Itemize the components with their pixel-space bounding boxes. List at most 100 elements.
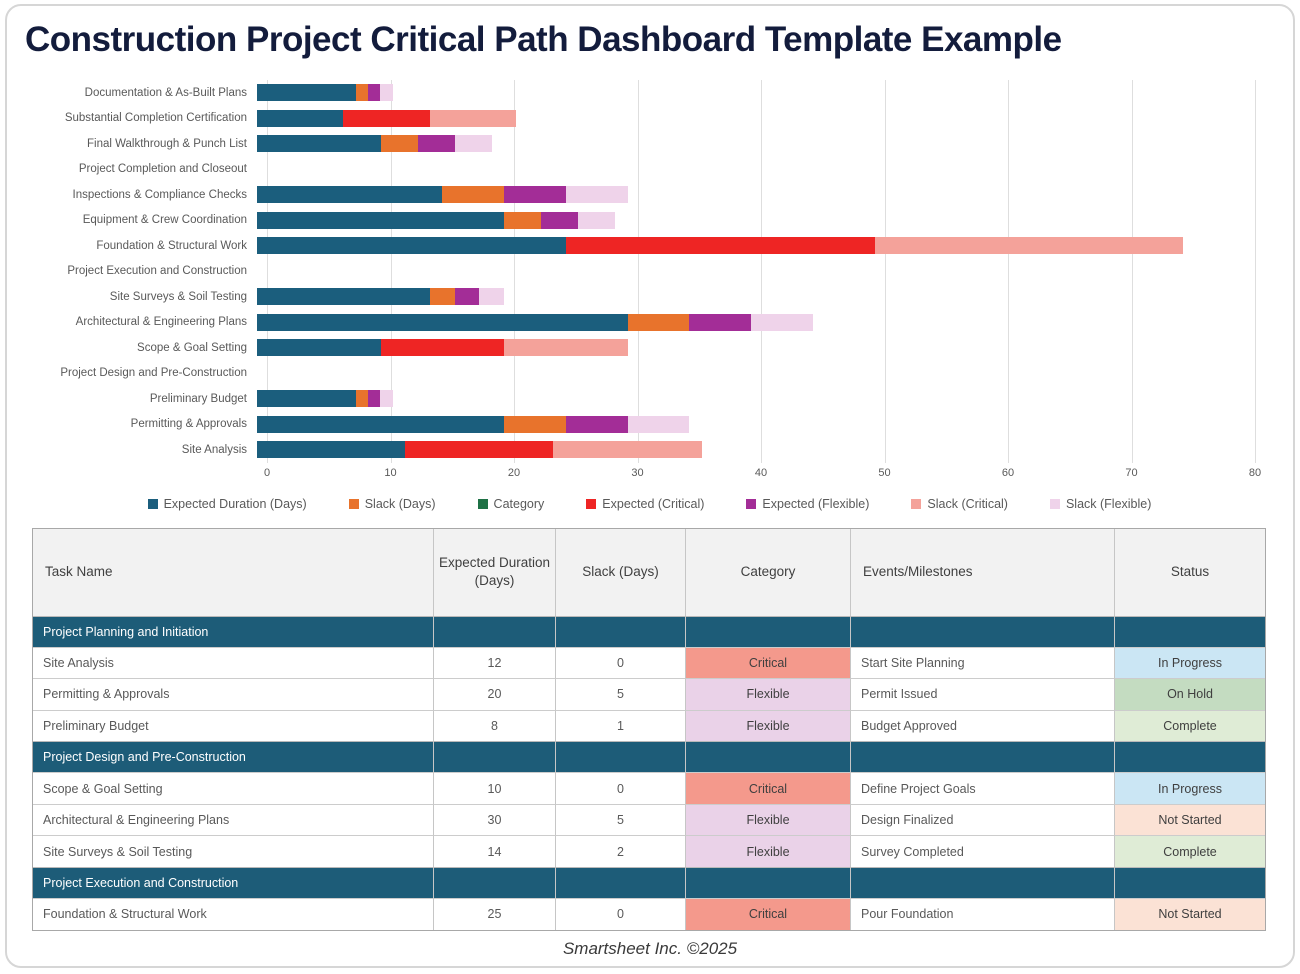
chart-rows: Documentation & As-Built Plans Substantia… bbox=[32, 80, 1267, 463]
bar-segment bbox=[429, 288, 455, 306]
bar-segment bbox=[257, 313, 628, 331]
bar-segment bbox=[627, 415, 690, 433]
chart-plot-area: Documentation & As-Built Plans Substantia… bbox=[32, 80, 1267, 463]
duration-cell: 12 bbox=[434, 646, 556, 679]
chart-row: Scope & Goal Setting bbox=[32, 335, 1267, 361]
bar-segment bbox=[257, 441, 406, 459]
bar-track bbox=[257, 237, 1245, 255]
bar-segment bbox=[257, 211, 504, 229]
bar-segment bbox=[257, 288, 430, 306]
bar-segment bbox=[442, 186, 504, 204]
bar-track bbox=[257, 109, 1245, 127]
status-cell: Complete bbox=[1115, 835, 1265, 868]
task-name-cell: Scope & Goal Setting bbox=[33, 772, 434, 804]
milestone-cell: Budget Approved bbox=[851, 709, 1115, 742]
legend-label: Slack (Flexible) bbox=[1065, 496, 1152, 511]
duration-cell: 14 bbox=[434, 835, 556, 868]
slack-cell: 0 bbox=[556, 646, 686, 679]
slack-cell: 5 bbox=[556, 678, 686, 710]
category-cell: Critical bbox=[686, 646, 851, 679]
status-cell: On Hold bbox=[1115, 678, 1265, 710]
table-section-cell bbox=[686, 741, 851, 773]
bar-segment bbox=[454, 135, 492, 153]
bar-segment bbox=[429, 109, 517, 127]
table-section-cell bbox=[1115, 867, 1265, 899]
table-section-cell bbox=[556, 867, 686, 899]
axis-tick-label: 40 bbox=[754, 466, 768, 479]
bar-segment bbox=[257, 186, 443, 204]
chart-row-label: Documentation & As-Built Plans bbox=[84, 86, 247, 99]
bar-segment bbox=[257, 415, 504, 433]
duration-cell: 25 bbox=[434, 898, 556, 930]
chart-row-label: Project Design and Pre-Construction bbox=[60, 367, 247, 380]
legend-item: Slack (Critical) bbox=[911, 497, 1008, 511]
table-section-cell bbox=[556, 615, 686, 647]
chart-row-label: Inspections & Compliance Checks bbox=[72, 188, 248, 201]
category-cell: Flexible bbox=[686, 678, 851, 710]
legend-label: Expected (Critical) bbox=[602, 496, 705, 511]
chart-row: Architectural & Engineering Plans bbox=[32, 310, 1267, 336]
chart-row: Equipment & Crew Coordination bbox=[32, 208, 1267, 234]
table-row: Site Surveys & Soil Testing 14 2 Flexible Su… bbox=[33, 835, 1265, 868]
bar-segment bbox=[368, 390, 381, 408]
bar-segment bbox=[504, 186, 566, 204]
bar-segment bbox=[565, 237, 875, 255]
chart-row-label: Permitting & Approvals bbox=[130, 418, 247, 431]
table-section-cell bbox=[1115, 615, 1265, 647]
bar-segment bbox=[627, 313, 690, 331]
gridline bbox=[884, 80, 886, 463]
bar-segment bbox=[405, 441, 554, 459]
bar-segment bbox=[874, 237, 1184, 255]
chart-row-label: Preliminary Budget bbox=[149, 392, 247, 405]
table-header-cell: Status bbox=[1170, 563, 1210, 579]
critical-path-chart: Documentation & As-Built Plans Substantia… bbox=[32, 80, 1267, 511]
chart-row: Permitting & Approvals bbox=[32, 412, 1267, 438]
task-name-cell: Foundation & Structural Work bbox=[33, 898, 434, 930]
chart-row: Final Walkthrough & Punch List bbox=[32, 131, 1267, 157]
bar-segment bbox=[504, 339, 628, 357]
bar-segment bbox=[689, 313, 751, 331]
bar-segment bbox=[541, 211, 579, 229]
axis-tick-label: 10 bbox=[384, 466, 397, 479]
table-section-cell bbox=[434, 741, 556, 773]
chart-row-label: Equipment & Crew Coordination bbox=[82, 214, 247, 227]
chart-gridlines bbox=[267, 80, 1256, 463]
legend-label: Slack (Critical) bbox=[927, 496, 1008, 511]
legend-swatch bbox=[147, 498, 158, 509]
chart-row: Project Execution and Construction bbox=[32, 259, 1267, 285]
legend-swatch bbox=[746, 498, 757, 509]
table-section-cell bbox=[686, 615, 851, 647]
legend-item: Slack (Flexible) bbox=[1049, 496, 1152, 511]
milestone-cell: Permit Issued bbox=[851, 678, 1115, 710]
axis-tick-label: 0 bbox=[263, 466, 271, 479]
legend-label: Expected (Flexible) bbox=[762, 496, 870, 511]
legend-item: Slack (Days) bbox=[348, 497, 436, 511]
table-section-cell bbox=[851, 741, 1115, 773]
legend-swatch bbox=[1049, 498, 1060, 509]
gridline bbox=[1255, 80, 1256, 463]
bar-segment bbox=[257, 84, 356, 102]
slack-cell: 0 bbox=[556, 772, 686, 804]
legend-item: Category bbox=[477, 497, 544, 511]
table-row: Permitting & Approvals 20 5 Flexible Permit … bbox=[33, 678, 1265, 710]
bar-segment bbox=[257, 237, 566, 255]
category-cell: Flexible bbox=[686, 709, 851, 742]
table-row: Preliminary Budget 8 1 Flexible Budget Appro… bbox=[33, 709, 1265, 742]
bar-track bbox=[257, 161, 1245, 178]
chart-row-label: Site Surveys & Soil Testing bbox=[109, 290, 247, 303]
table-section-row: Project Execution and Construction bbox=[33, 867, 1265, 899]
bar-segment bbox=[380, 390, 393, 408]
bar-segment bbox=[578, 211, 616, 229]
gridline bbox=[1008, 80, 1009, 463]
table-section-cell bbox=[1115, 741, 1265, 773]
axis-tick-label: 30 bbox=[631, 466, 644, 479]
chart-row-label: Architectural & Engineering Plans bbox=[75, 316, 247, 329]
duration-cell: 10 bbox=[434, 772, 556, 804]
status-cell: Complete bbox=[1115, 709, 1265, 742]
legend-swatch bbox=[477, 498, 488, 509]
gridline bbox=[514, 80, 515, 463]
table-section-cell bbox=[851, 615, 1115, 647]
table-section-cell bbox=[556, 741, 686, 773]
bar-track bbox=[257, 339, 1245, 357]
axis-tick-label: 60 bbox=[1001, 466, 1015, 479]
